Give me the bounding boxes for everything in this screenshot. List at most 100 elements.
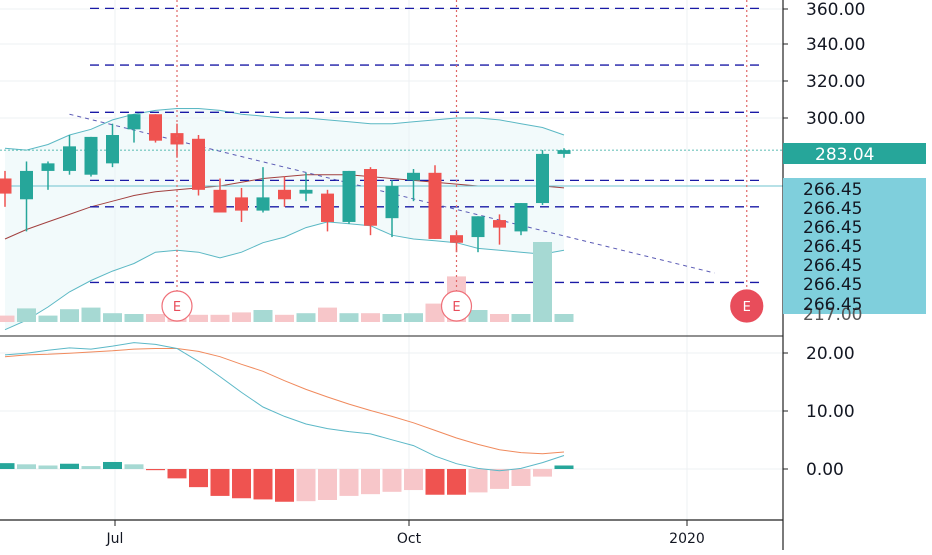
macd-axis-label: 0.00 bbox=[806, 460, 844, 480]
volume-bar bbox=[425, 303, 445, 322]
macd-histogram-bar bbox=[447, 469, 466, 495]
macd-histogram-bar bbox=[0, 463, 15, 469]
candle-body[interactable] bbox=[342, 170, 356, 222]
volume-bar bbox=[382, 314, 402, 322]
candle-body[interactable] bbox=[450, 235, 463, 243]
macd-histogram-bar bbox=[296, 469, 316, 502]
macd-histogram-bar bbox=[60, 463, 79, 469]
macd-histogram-bar bbox=[81, 466, 101, 469]
candle-body[interactable] bbox=[557, 150, 571, 154]
macd-histogram-bar bbox=[511, 469, 531, 486]
earnings-badge-label: E bbox=[452, 300, 460, 315]
candle-body[interactable] bbox=[170, 133, 184, 145]
level-label: 266.45 bbox=[803, 256, 862, 276]
bollinger-fill bbox=[5, 108, 564, 330]
macd-histogram-bar bbox=[404, 469, 423, 491]
macd-histogram-bar bbox=[361, 469, 380, 495]
candle-body[interactable] bbox=[364, 169, 377, 226]
earnings-badge-label: E bbox=[173, 300, 181, 315]
macd-histogram-bar bbox=[124, 464, 144, 469]
candle-body[interactable] bbox=[127, 114, 141, 130]
level-label: 266.45 bbox=[803, 237, 862, 257]
candle-body[interactable] bbox=[514, 203, 528, 232]
signal-line bbox=[4, 348, 565, 455]
candle-body[interactable] bbox=[41, 163, 55, 171]
volume-bar bbox=[232, 312, 251, 322]
volume-bar bbox=[38, 315, 58, 322]
macd-histogram-bar bbox=[189, 469, 208, 488]
candle-body[interactable] bbox=[299, 189, 313, 194]
time-axis-label: Oct bbox=[397, 531, 422, 547]
horizontal-levels bbox=[0, 7, 783, 284]
macd-histogram-bar bbox=[253, 469, 273, 500]
macd-histogram-bar bbox=[490, 469, 509, 489]
price-axis-label: 320.00 bbox=[806, 72, 865, 92]
candle-body[interactable] bbox=[149, 114, 162, 141]
bollinger-lower-line bbox=[4, 221, 565, 331]
macd-panel bbox=[0, 335, 783, 502]
macd-axis-label: 10.00 bbox=[806, 402, 855, 422]
earnings-badge[interactable] bbox=[161, 290, 193, 322]
macd-histogram-bar bbox=[103, 461, 122, 469]
candle-body[interactable] bbox=[536, 153, 549, 204]
volume-bar bbox=[296, 313, 316, 322]
volume-bar bbox=[490, 314, 509, 322]
macd-histogram-bar bbox=[17, 464, 36, 469]
volume-bar bbox=[60, 309, 79, 322]
volume-bar bbox=[533, 242, 552, 322]
candle-body[interactable] bbox=[256, 197, 270, 211]
macd-histogram-bar bbox=[167, 469, 187, 479]
level-label: 266.45 bbox=[803, 199, 862, 219]
candle-body[interactable] bbox=[385, 186, 399, 219]
partial-axis-label: 217.00 bbox=[803, 305, 862, 325]
earnings-badge[interactable] bbox=[440, 290, 473, 322]
macd-histogram-bar bbox=[468, 469, 488, 493]
axes: Jul Oct 2020 360.00 340.00 320.00 300.00 20.00 1… bbox=[0, 0, 865, 550]
price-axis-label: 340.00 bbox=[806, 35, 865, 55]
volume-bar bbox=[17, 308, 36, 322]
price-labels: 283.04217.00266.45266.45266.45266.45266.… bbox=[783, 143, 926, 325]
macd-histogram-bar bbox=[554, 465, 574, 469]
candle-body[interactable] bbox=[84, 136, 98, 175]
candle-body[interactable] bbox=[106, 135, 119, 164]
volume-bar bbox=[275, 314, 294, 322]
volume-bar bbox=[361, 313, 380, 322]
volume-bar bbox=[339, 313, 359, 322]
last-price-tag bbox=[783, 143, 926, 164]
level-label: 266.45 bbox=[803, 275, 862, 295]
candle-body[interactable] bbox=[213, 189, 227, 213]
candle-body[interactable] bbox=[321, 193, 334, 222]
macd-line bbox=[4, 342, 565, 472]
volume-bar bbox=[103, 313, 122, 322]
macd-histogram-bar bbox=[533, 469, 552, 477]
candle-body[interactable] bbox=[407, 172, 420, 181]
volume-bar bbox=[189, 314, 208, 322]
earnings-badge-label: E bbox=[743, 300, 751, 315]
volume-bar bbox=[124, 314, 144, 322]
level-label: 266.45 bbox=[803, 295, 862, 315]
candle-body[interactable] bbox=[235, 197, 248, 211]
candle-body[interactable] bbox=[471, 216, 485, 238]
candle-body[interactable] bbox=[428, 172, 442, 239]
volume-bar bbox=[404, 313, 423, 322]
volume-bar bbox=[0, 315, 15, 322]
price-axis-label: 300.00 bbox=[806, 109, 865, 129]
earnings-badge[interactable] bbox=[730, 289, 764, 323]
candle-body[interactable] bbox=[63, 146, 76, 171]
volume-bar bbox=[81, 307, 101, 322]
candle-body[interactable] bbox=[20, 170, 33, 200]
macd-histogram-bar bbox=[339, 469, 359, 496]
last-price-label: 283.04 bbox=[815, 145, 874, 165]
candle-body[interactable] bbox=[278, 189, 291, 200]
candle-body[interactable] bbox=[493, 220, 506, 228]
trendline bbox=[69, 113, 715, 274]
macd-histogram-bar bbox=[38, 465, 58, 469]
candle-body[interactable] bbox=[0, 178, 12, 194]
macd-histogram-bar bbox=[318, 469, 337, 501]
macd-histogram-bar bbox=[146, 469, 165, 471]
candle-body[interactable] bbox=[192, 138, 205, 190]
candles[interactable] bbox=[0, 114, 571, 253]
